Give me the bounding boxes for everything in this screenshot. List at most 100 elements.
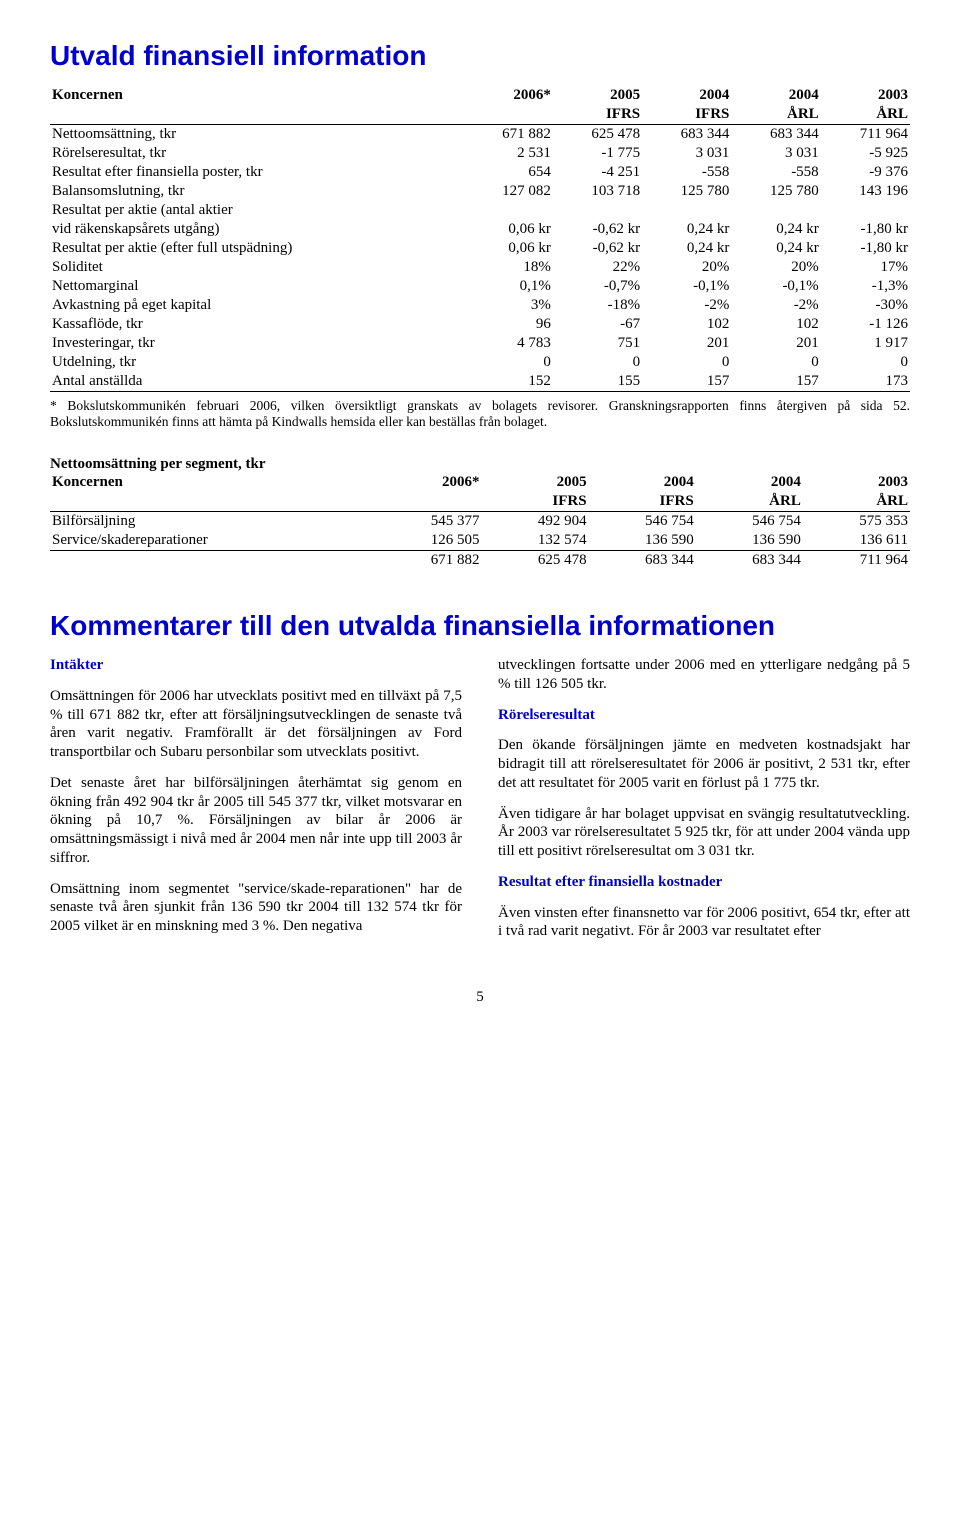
cell: 751 [553, 334, 642, 353]
table-head-label: Koncernen [50, 86, 464, 105]
cell: 671 882 [464, 125, 553, 145]
right-column: utvecklingen fortsatte under 2006 med en… [498, 656, 910, 953]
paragraph: Det senaste året har bilförsäljningen åt… [50, 774, 462, 868]
row-label: Nettomarginal [50, 277, 464, 296]
cell: -558 [642, 163, 731, 182]
col-std [464, 105, 553, 125]
col-std [374, 492, 481, 512]
table-row: Kassaflöde, tkr96-67102102-1 126 [50, 315, 910, 334]
cell: 0,24 kr [731, 220, 820, 239]
col-std: ÅRL [731, 105, 820, 125]
row-label: Balansomslutning, tkr [50, 182, 464, 201]
cell: 157 [642, 372, 731, 392]
sum-cell: 625 478 [482, 551, 589, 571]
paragraph: Omsättning inom segmentet "service/skade… [50, 880, 462, 936]
row-label: vid räkenskapsårets utgång) [50, 220, 464, 239]
cell: 2 531 [464, 144, 553, 163]
cell: 0,24 kr [642, 220, 731, 239]
cell: 18% [464, 258, 553, 277]
segment-title: Nettoomsättning per segment, tkr [50, 456, 910, 473]
col-std: IFRS [553, 105, 642, 125]
col-year: 2006* [464, 86, 553, 105]
cell: 103 718 [553, 182, 642, 201]
cell: -18% [553, 296, 642, 315]
table-row: Avkastning på eget kapital3%-18%-2%-2%-3… [50, 296, 910, 315]
cell: 136 590 [696, 531, 803, 551]
row-label: Avkastning på eget kapital [50, 296, 464, 315]
table-row: Soliditet18%22%20%20%17% [50, 258, 910, 277]
paragraph: Den ökande försäljningen jämte en medvet… [498, 736, 910, 792]
col-std: ÅRL [821, 105, 910, 125]
cell: 0 [731, 353, 820, 372]
cell: 575 353 [803, 512, 910, 532]
cell: 20% [642, 258, 731, 277]
cell: 125 780 [731, 182, 820, 201]
cell: -0,62 kr [553, 220, 642, 239]
cell: -30% [821, 296, 910, 315]
sum-cell: 683 344 [589, 551, 696, 571]
cell: 683 344 [731, 125, 820, 145]
cell: 0 [464, 353, 553, 372]
cell: 3% [464, 296, 553, 315]
cell: 152 [464, 372, 553, 392]
cell: 0,24 kr [642, 239, 731, 258]
cell: 625 478 [553, 125, 642, 145]
cell: 157 [731, 372, 820, 392]
row-label: Rörelseresultat, tkr [50, 144, 464, 163]
cell: 102 [731, 315, 820, 334]
cell: -4 251 [553, 163, 642, 182]
cell: 683 344 [642, 125, 731, 145]
table-row: Antal anställda152155157157173 [50, 372, 910, 392]
table-row: Service/skadereparationer126 505132 5741… [50, 531, 910, 551]
table-row: Nettomarginal0,1%-0,7%-0,1%-0,1%-1,3% [50, 277, 910, 296]
cell: -2% [642, 296, 731, 315]
cell: 546 754 [589, 512, 696, 532]
col-std: IFRS [589, 492, 696, 512]
cell: 0,1% [464, 277, 553, 296]
col-std: ÅRL [696, 492, 803, 512]
cell: 545 377 [374, 512, 481, 532]
col-year: 2004 [731, 86, 820, 105]
cell: 17% [821, 258, 910, 277]
cell: -0,1% [642, 277, 731, 296]
cell [821, 201, 910, 220]
subhead-intakter: Intäkter [50, 656, 462, 675]
table-row: Balansomslutning, tkr127 082103 718125 7… [50, 182, 910, 201]
table-row: Resultat efter finansiella poster, tkr65… [50, 163, 910, 182]
row-label: Investeringar, tkr [50, 334, 464, 353]
cell: 201 [731, 334, 820, 353]
left-column: Intäkter Omsättningen för 2006 har utvec… [50, 656, 462, 953]
cell: 0 [553, 353, 642, 372]
col-year: 2004 [642, 86, 731, 105]
col-year: 2004 [696, 473, 803, 492]
cell: -67 [553, 315, 642, 334]
row-label: Nettoomsättning, tkr [50, 125, 464, 145]
two-column-text: Intäkter Omsättningen för 2006 har utvec… [50, 656, 910, 953]
table-row: Utdelning, tkr00000 [50, 353, 910, 372]
cell: 96 [464, 315, 553, 334]
cell: 143 196 [821, 182, 910, 201]
cell: -1,3% [821, 277, 910, 296]
col-std: ÅRL [803, 492, 910, 512]
table-row: Rörelseresultat, tkr2 531-1 7753 0313 03… [50, 144, 910, 163]
cell: 492 904 [482, 512, 589, 532]
cell: 102 [642, 315, 731, 334]
sum-cell: 671 882 [374, 551, 481, 571]
cell: 711 964 [821, 125, 910, 145]
cell: 0,06 kr [464, 220, 553, 239]
cell [553, 201, 642, 220]
cell: 654 [464, 163, 553, 182]
cell: 22% [553, 258, 642, 277]
row-label: Utdelning, tkr [50, 353, 464, 372]
table-row: Resultat per aktie (efter full utspädnin… [50, 239, 910, 258]
cell: -1 775 [553, 144, 642, 163]
col-year: 2006* [374, 473, 481, 492]
financial-table: Koncernen 2006* 2005 2004 2004 2003 IFRS… [50, 86, 910, 392]
table-row: Nettoomsättning, tkr671 882625 478683 34… [50, 125, 910, 145]
col-year: 2005 [553, 86, 642, 105]
col-year: 2003 [803, 473, 910, 492]
cell: 1 917 [821, 334, 910, 353]
cell: -1,80 kr [821, 239, 910, 258]
cell: 20% [731, 258, 820, 277]
cell: -2% [731, 296, 820, 315]
